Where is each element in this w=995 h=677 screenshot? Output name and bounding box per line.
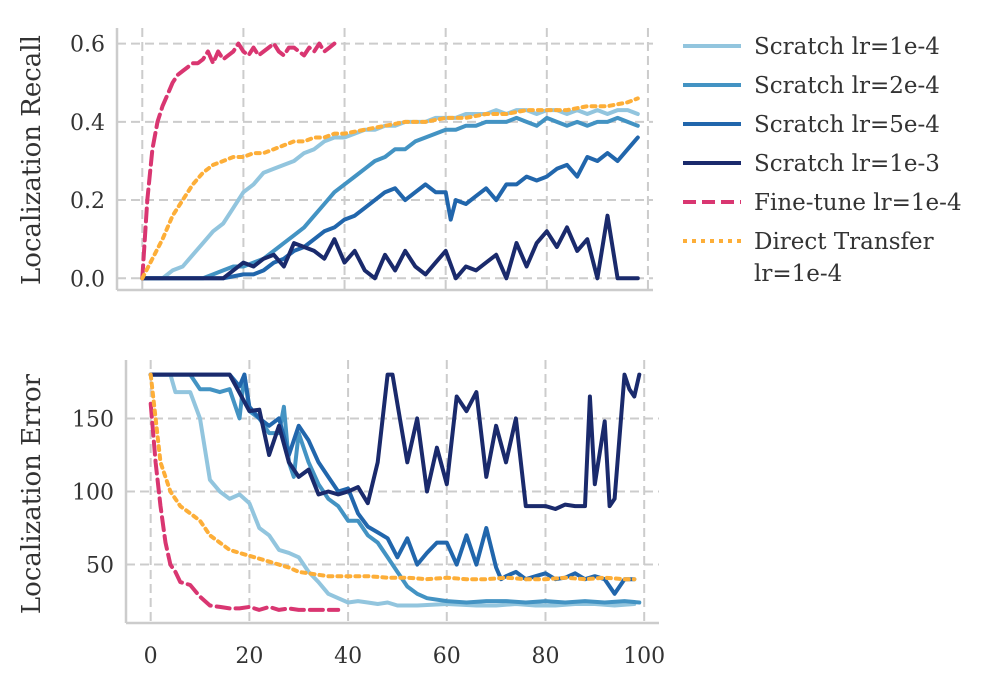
error-x-tick-label: 100	[623, 644, 665, 669]
error-y-tick-label: 50	[86, 554, 114, 579]
recall-y-tick-label: 0.2	[70, 189, 105, 214]
error-x-tick-label: 0	[144, 644, 158, 669]
legend-label: Fine-tune lr=1e-4	[754, 190, 962, 216]
error-y-tick-label: 100	[72, 481, 114, 506]
recall-line-direct-transfer-lr-1e-4	[140, 96, 640, 281]
error-line-fine-tune-lr-1e-4	[148, 401, 341, 612]
recall-y-tick-label: 0.6	[70, 33, 105, 58]
error-x-tick-label: 20	[235, 644, 263, 669]
recall-series	[140, 41, 640, 281]
recall-line-scratch-lr-5e-4	[140, 135, 640, 281]
recall-line-scratch-lr-2e-4	[140, 115, 640, 281]
recall-y-tick-label: 0.4	[70, 111, 105, 136]
error-line-scratch-lr-2e-4	[148, 372, 642, 605]
error-x-tick-label: 40	[334, 644, 362, 669]
error-panel: 50 100 150 0 20 40 60 80 100 Localization Error	[17, 360, 665, 669]
legend-label: Scratch lr=5e-4	[754, 112, 940, 138]
error-line-scratch-lr-5e-4	[148, 372, 637, 596]
legend-label: Scratch lr=1e-3	[754, 151, 940, 177]
legend-label: Scratch lr=2e-4	[754, 73, 940, 99]
recall-y-tick-label: 0.0	[70, 267, 105, 292]
error-series	[148, 372, 642, 612]
error-tick-labels: 50 100 150 0 20 40 60 80 100	[72, 407, 665, 669]
recall-line-fine-tune-lr-1e-4	[140, 41, 337, 281]
recall-tick-labels: 0.0 0.2 0.4 0.6	[70, 33, 105, 293]
error-x-tick-label: 60	[433, 644, 461, 669]
legend-label: Scratch lr=1e-4	[754, 34, 940, 60]
recall-y-label: Localization Recall	[17, 35, 47, 285]
legend-label-line2: lr=1e-4	[754, 261, 842, 287]
recall-panel: 0.0 0.2 0.4 0.6 Localization Recall	[17, 28, 653, 292]
recall-line-scratch-lr-1e-3	[140, 213, 640, 281]
error-y-tick-label: 150	[72, 407, 114, 432]
error-y-label: Localization Error	[17, 373, 47, 614]
error-grid	[126, 360, 659, 623]
legend-label: Direct Transfer	[754, 229, 934, 255]
error-line-scratch-lr-1e-3	[148, 372, 642, 511]
legend: Scratch lr=1e-4 Scratch lr=2e-4 Scratch lr…	[683, 34, 962, 287]
error-line-scratch-lr-1e-4	[148, 372, 637, 608]
recall-line-scratch-lr-1e-4	[140, 108, 640, 281]
error-x-tick-label: 80	[531, 644, 559, 669]
error-line-direct-transfer-lr-1e-4	[148, 372, 637, 582]
